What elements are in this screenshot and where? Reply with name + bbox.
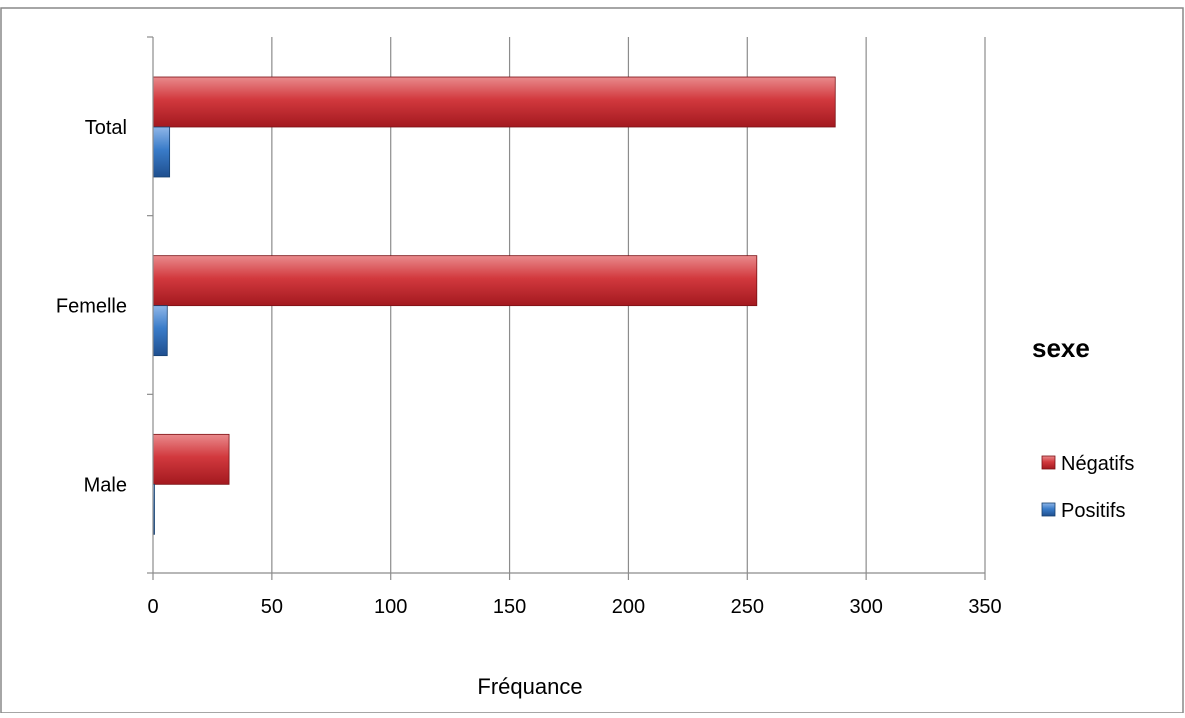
axes: 0 50 100 150 200 250 300 350 Total Femelle Male [56,36,1002,618]
x-tick-label-300: 300 [849,596,882,618]
bar-femelle-1 [152,305,168,357]
bars [152,76,836,535]
legend-label-positifs: Positifs [1061,500,1125,522]
y-tick-label-total: Total [85,117,127,139]
y-tick-label-femelle: Femelle [56,296,127,318]
x-tick-label-100: 100 [374,596,407,618]
x-tick-label-250: 250 [731,596,764,618]
x-tick-label-350: 350 [968,596,1001,618]
x-tick-label-150: 150 [493,596,526,618]
legend-swatch-positifs [1041,502,1056,517]
x-tick-label-50: 50 [261,596,283,618]
legend-title: sexe [1032,333,1090,363]
legend-entry-positifs: Positifs [1041,500,1125,522]
x-axis-title: Fréquance [477,674,582,699]
legend-entry-negatifs: Négatifs [1041,453,1134,475]
bar-male-0 [152,433,230,485]
bar-total-0 [152,76,836,128]
legend-swatch-negatifs [1041,455,1056,470]
bar-total-1 [152,126,171,178]
y-tick-label-male: Male [84,474,127,496]
bar-femelle-0 [152,255,758,307]
legend-label-negatifs: Négatifs [1061,453,1134,475]
x-tick-label-0: 0 [147,596,158,618]
x-tick-label-200: 200 [612,596,645,618]
